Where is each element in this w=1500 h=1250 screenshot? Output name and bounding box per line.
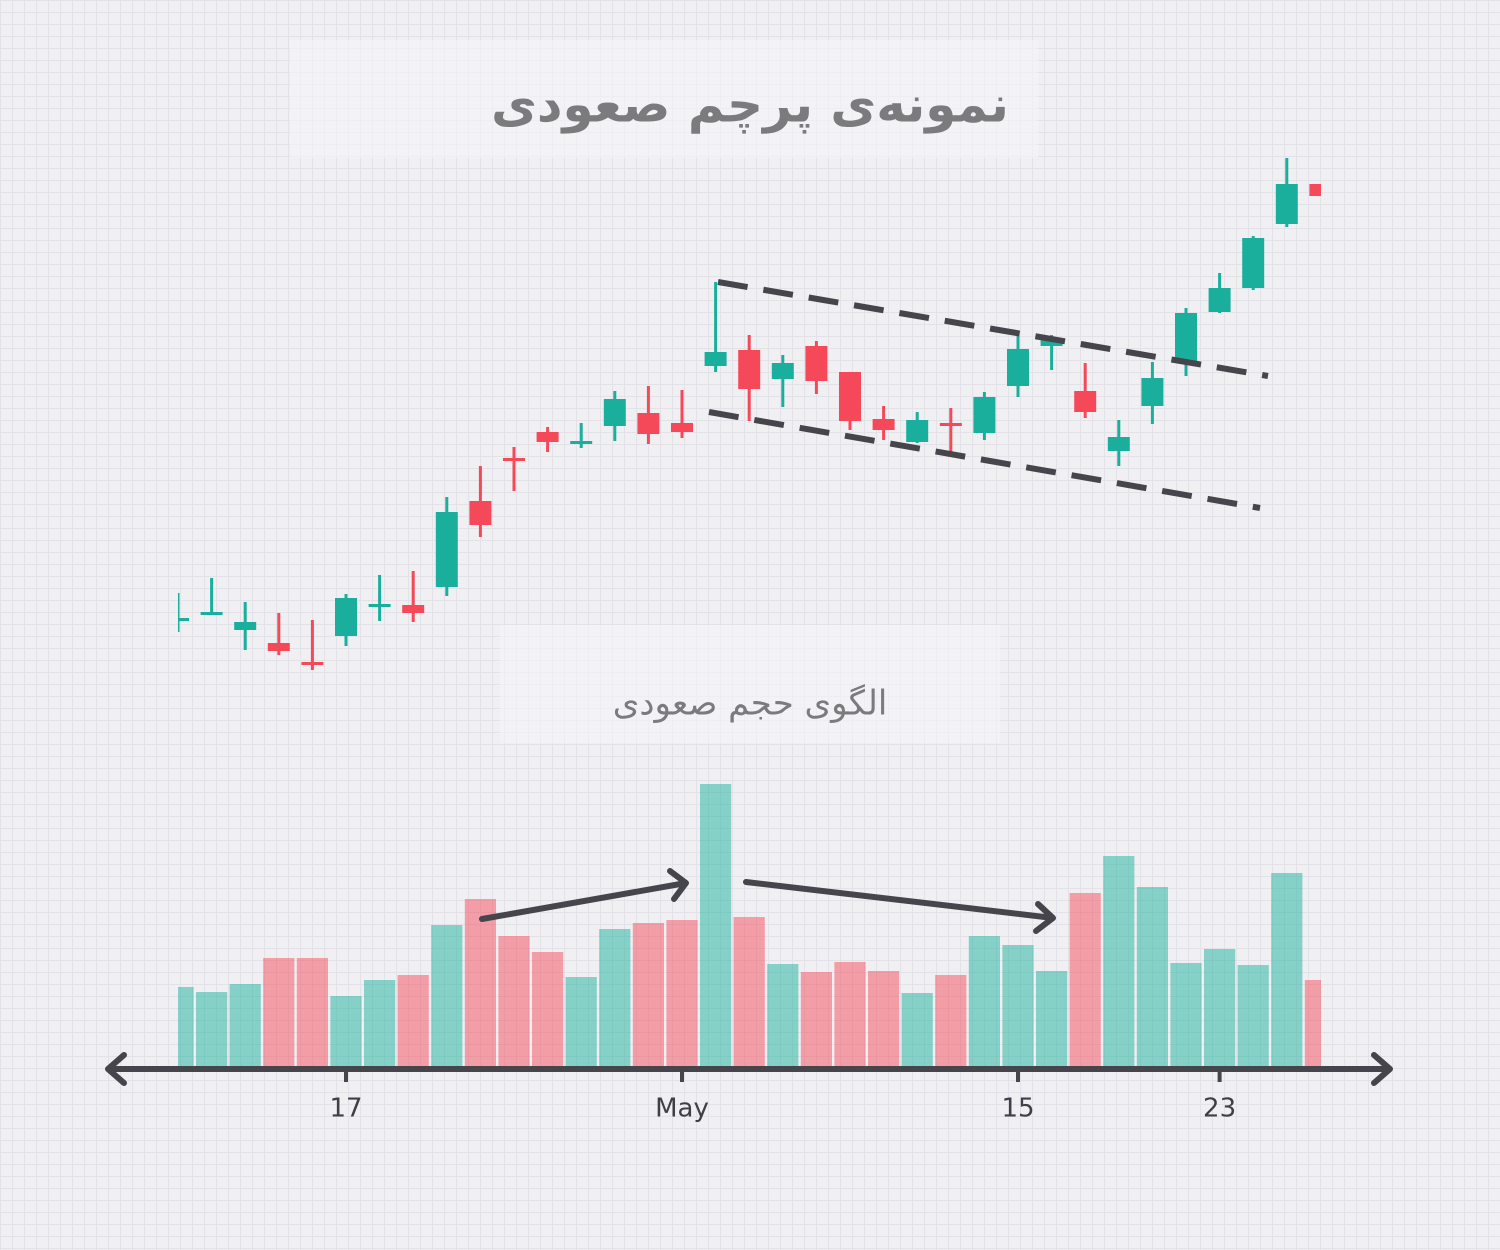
candle-body: [805, 346, 828, 381]
title-box: [290, 40, 1038, 158]
candle-body: [1242, 238, 1265, 288]
volume-bar: [733, 917, 765, 1066]
candle-body: [1175, 313, 1197, 363]
flag-upper-line: [717, 279, 1269, 379]
candle-body: [1007, 349, 1029, 386]
volume-bar: [498, 936, 530, 1066]
volume-bar: [229, 984, 261, 1066]
chart-title: نمونه‌ی پرچم صعودی: [491, 76, 1009, 135]
volume-bar: [196, 992, 228, 1066]
volume-bar: [263, 958, 295, 1066]
volume-bar: [397, 975, 429, 1066]
volume-bar: [868, 971, 900, 1066]
x-tick-label: 15: [1001, 1094, 1034, 1124]
candle-body: [503, 458, 525, 461]
candle-body: [301, 662, 324, 665]
candle-body: [839, 372, 861, 421]
candle-body: [234, 622, 257, 630]
candle-body: [1208, 288, 1231, 312]
volume-bar: [599, 929, 631, 1066]
volume-bar: [700, 784, 732, 1066]
candle-body: [435, 512, 458, 587]
candles: [178, 158, 1321, 670]
subtitle-box: [500, 625, 1000, 743]
candle-body: [939, 423, 962, 426]
volume-bar: [1204, 949, 1236, 1066]
volume-bar: [800, 972, 832, 1066]
volume-bar: [1103, 856, 1135, 1066]
x-axis: [105, 1052, 1393, 1086]
volume-bar: [178, 987, 194, 1066]
candle-body: [1309, 184, 1321, 196]
x-ticks: 17 May 15 23: [329, 1069, 1236, 1124]
candle-body: [402, 605, 425, 613]
volume-bar: [666, 920, 698, 1066]
volume-bar: [532, 952, 564, 1066]
candle-body: [906, 420, 929, 442]
volume-bar: [565, 977, 597, 1066]
volume-title: الگوی حجم صعودی: [613, 684, 888, 724]
x-tick-label: 23: [1203, 1094, 1236, 1124]
volume-bar: [1002, 945, 1034, 1066]
candle-body: [671, 423, 693, 432]
volume-bar: [330, 996, 362, 1066]
candle-body: [1074, 391, 1097, 412]
candle-body: [267, 643, 290, 651]
volume-bar: [1069, 893, 1101, 1066]
candle-body: [570, 441, 593, 444]
volume-bar: [1271, 873, 1303, 1066]
volume-bar: [834, 962, 866, 1066]
candle-body: [1275, 184, 1298, 224]
candle-body: [1107, 437, 1130, 451]
volume-bar: [1136, 887, 1168, 1066]
volume-bar: [935, 975, 967, 1066]
candle-body: [704, 352, 727, 366]
candle-body: [872, 419, 895, 430]
x-tick-label: 17: [329, 1094, 362, 1124]
volume-bars: [178, 784, 1321, 1066]
candle-body: [178, 618, 189, 621]
candle-body: [973, 397, 996, 433]
candle-body: [335, 598, 357, 636]
candle-body: [738, 350, 761, 389]
volume-rise-arrow: [479, 868, 689, 922]
volume-fall-arrow: [743, 879, 1056, 934]
candle-body: [637, 413, 660, 434]
flag-lower-line: [708, 409, 1261, 511]
volume-bar: [632, 923, 664, 1066]
x-tick-label: May: [655, 1094, 709, 1124]
candle-body: [368, 604, 391, 607]
candle-body: [200, 612, 223, 615]
volume-bar: [767, 964, 799, 1066]
volume-bar: [364, 980, 396, 1066]
volume-bar: [1036, 971, 1068, 1066]
volume-bar: [431, 925, 463, 1066]
candle-body: [771, 363, 794, 379]
volume-bar: [1304, 980, 1321, 1066]
volume-bar: [464, 899, 496, 1066]
candle-body: [536, 432, 559, 442]
candle-body: [603, 399, 626, 426]
volume-bar: [1170, 963, 1202, 1066]
candle-body: [1141, 378, 1164, 406]
candle-body: [469, 501, 492, 525]
volume-bar: [296, 958, 328, 1066]
volume-bar: [1237, 965, 1269, 1066]
volume-bar: [968, 936, 1000, 1066]
volume-bar: [901, 993, 933, 1066]
